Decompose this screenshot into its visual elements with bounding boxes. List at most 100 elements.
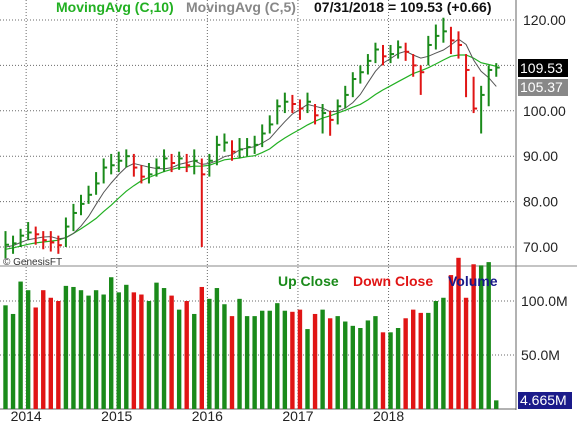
volume-bar xyxy=(418,312,423,409)
price-bar xyxy=(465,54,470,98)
volume-bar xyxy=(365,320,371,409)
volume-bar xyxy=(290,311,295,409)
price-bar xyxy=(95,172,100,195)
volume-bar xyxy=(312,313,318,409)
ma5-label: MovingAvg (C,5) xyxy=(186,0,296,15)
volume-bar xyxy=(229,316,235,409)
ma10-line xyxy=(5,54,497,250)
volume-bar xyxy=(10,313,16,409)
price-bar xyxy=(449,26,455,55)
price-bar xyxy=(125,149,130,168)
price-tick-label: 70.00 xyxy=(523,239,558,255)
price-bar xyxy=(359,65,364,84)
volume-tag-bg xyxy=(518,392,572,409)
price-bar xyxy=(412,54,417,77)
price-bar xyxy=(495,63,500,77)
price-bar xyxy=(291,94,296,114)
volume-bar xyxy=(71,286,76,409)
price-bar xyxy=(34,226,40,245)
price-bar xyxy=(72,203,77,232)
volume-bar xyxy=(41,290,46,409)
price-bar xyxy=(306,92,311,114)
volume-bar xyxy=(56,301,61,409)
price-bar xyxy=(87,185,93,204)
price-bar xyxy=(27,222,32,241)
volume-bar xyxy=(252,316,257,409)
volume-bar xyxy=(63,285,69,409)
legend-volume: Volume xyxy=(448,273,498,289)
price-bar xyxy=(49,231,55,252)
price-bar xyxy=(102,158,108,184)
volume-bar xyxy=(18,281,23,409)
volume-bar xyxy=(237,298,242,409)
volume-bar xyxy=(395,328,401,409)
price-bar xyxy=(12,235,17,254)
volume-bar xyxy=(260,310,265,409)
moving-averages xyxy=(5,38,497,250)
price-bar xyxy=(480,85,485,134)
price-bar xyxy=(215,135,221,166)
price-bar xyxy=(19,228,25,247)
price-bar xyxy=(374,42,379,64)
price-bar xyxy=(276,99,281,125)
year-tick-label: 2015 xyxy=(101,408,132,422)
price-bar xyxy=(117,151,123,173)
price-bar xyxy=(261,124,266,148)
volume-bar xyxy=(146,301,152,409)
price-tick-label: 80.00 xyxy=(523,194,558,210)
volume-bar xyxy=(380,332,386,409)
price-bar xyxy=(427,35,432,66)
price-bar xyxy=(64,217,70,247)
price-bar xyxy=(163,149,168,173)
price-bar xyxy=(329,110,334,136)
price-bar xyxy=(472,76,478,114)
price-bars xyxy=(4,17,500,259)
volume-bar xyxy=(448,275,454,409)
volume-bar xyxy=(350,325,355,409)
volume-bar xyxy=(184,301,189,409)
year-tick-label: 2017 xyxy=(282,408,313,422)
volume-tick-label: 50.0M xyxy=(521,347,560,363)
volume-bar xyxy=(343,321,348,409)
volume-bar xyxy=(411,309,416,409)
volume-bar xyxy=(3,305,8,409)
price-tick-label: 100.00 xyxy=(523,103,566,119)
ma-tag-bg xyxy=(518,79,568,96)
volume-bar xyxy=(320,309,325,409)
price-bar xyxy=(57,235,62,254)
volume-bar xyxy=(48,297,53,409)
volume-bar xyxy=(463,297,469,409)
volume-bar xyxy=(456,257,461,409)
volume-bar xyxy=(199,286,204,409)
volume-bar xyxy=(441,297,446,409)
price-bar xyxy=(382,44,387,66)
price-bar xyxy=(223,133,228,152)
volume-bar xyxy=(275,303,280,409)
volume-bar xyxy=(33,307,38,409)
price-bar xyxy=(208,153,213,177)
last-close-tag: 109.53 xyxy=(520,60,563,76)
ma5-line xyxy=(5,38,497,248)
price-bar xyxy=(336,99,342,125)
price-bar xyxy=(457,31,462,59)
grid-lines xyxy=(0,0,516,409)
volume-bar xyxy=(154,282,159,409)
price-bar xyxy=(397,40,402,59)
volume-bar xyxy=(403,318,408,409)
volume-bar xyxy=(471,264,476,409)
price-bar xyxy=(268,115,274,134)
price-bar xyxy=(4,231,9,259)
year-tick-label: 2016 xyxy=(192,408,223,422)
volume-bars xyxy=(3,257,499,409)
volume-bar xyxy=(222,304,227,409)
price-bar xyxy=(193,149,198,175)
price-bar xyxy=(419,65,425,95)
price-bar xyxy=(321,103,327,134)
price-bar xyxy=(253,135,259,154)
volume-bar xyxy=(433,301,439,409)
price-bar xyxy=(185,153,191,173)
volume-bar xyxy=(327,318,333,409)
volume-bar xyxy=(358,328,363,409)
watermark: © GenesisFT xyxy=(3,257,62,268)
volume-bar xyxy=(297,309,303,409)
